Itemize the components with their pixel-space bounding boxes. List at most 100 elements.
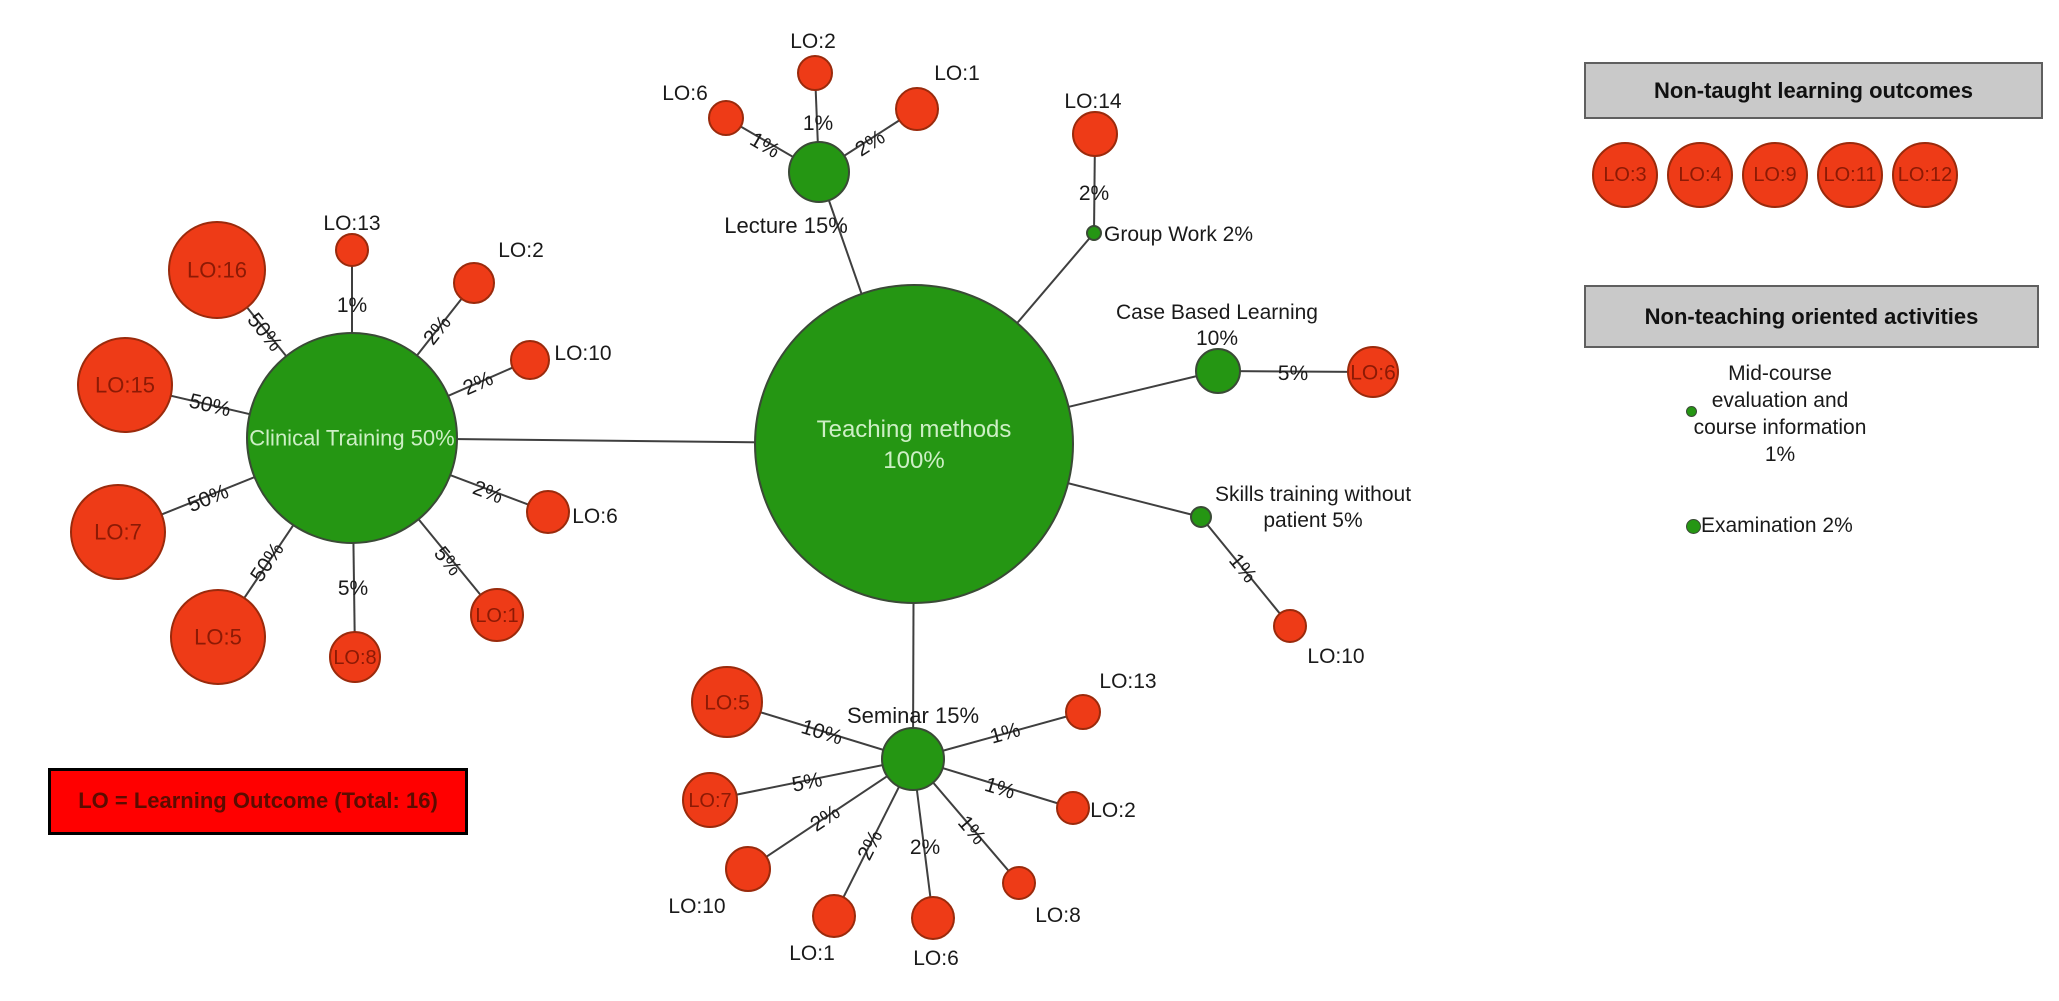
node-clinical (246, 332, 458, 544)
edge-label: 2% (419, 311, 456, 349)
edge-label: 50% (246, 538, 289, 586)
edge-label: 2% (1079, 182, 1109, 205)
edge-skills-s10 (1200, 516, 1291, 627)
midcourse-line: evaluation and (1711, 389, 1849, 412)
edge-seminar-m7 (709, 758, 914, 801)
non-teaching-item-midcourse: Mid-course evaluation and course informa… (1655, 360, 1905, 468)
node-c13 (335, 233, 369, 267)
node-label-l6: LO:6 (662, 82, 708, 105)
node-label-g14: LO:14 (1064, 90, 1122, 113)
node-label-s10: LO:10 (1307, 645, 1364, 668)
node-label-teaching: Teaching methods 100% (817, 416, 1012, 474)
green-dot-icon (1686, 406, 1697, 417)
node-cbl (1195, 348, 1241, 394)
green-dot-icon (1686, 518, 1701, 534)
node-l1 (895, 87, 939, 131)
node-label-cbl: Case Based Learning 10% (1116, 301, 1318, 350)
node-label-m2: LO:2 (1090, 799, 1136, 822)
node-m7 (682, 772, 738, 828)
node-label-c6c: LO:6 (572, 505, 618, 528)
node-c10 (510, 340, 550, 380)
node-s10 (1273, 609, 1307, 643)
node-c1c (470, 588, 524, 642)
edge-label: 5% (338, 577, 368, 600)
node-label-c5c: LO:5 (194, 625, 242, 650)
edge-label: 1% (987, 718, 1022, 748)
node-label-seminar: Seminar 15% (847, 703, 979, 728)
edge-label: 2% (853, 826, 887, 863)
node-label-m10: LO:10 (668, 895, 725, 918)
node-label-c13: LO:13 (323, 212, 380, 235)
edge-seminar-m10 (747, 758, 914, 870)
examination-label: Examination 2% (1701, 514, 1853, 537)
node-c16 (168, 221, 266, 319)
node-c5c (170, 589, 266, 685)
node-skills (1190, 506, 1212, 528)
node-label-c8: LO:8 (333, 647, 376, 669)
node-c15 (77, 337, 173, 433)
node-m5 (691, 666, 763, 738)
node-label-c1c: LO:1 (475, 605, 518, 627)
node-label-c15: LO:15 (95, 373, 155, 398)
edge-label: 5% (790, 768, 824, 797)
node-label-c7c: LO:7 (94, 520, 142, 545)
non-taught-header: Non-taught learning outcomes (1584, 62, 2043, 119)
non-taught-outcomes-row: LO:3 LO:4 LO:9 LO:11 LO:12 (1592, 142, 1958, 208)
node-seminar (881, 727, 945, 791)
node-c7c (70, 484, 166, 580)
edge-label: 1% (803, 112, 833, 135)
node-label-groupwork: Group Work 2% (1104, 223, 1253, 246)
node-l2 (797, 55, 833, 91)
midcourse-line: course information (1693, 416, 1867, 439)
non-taught-outcome-circle: LO:9 (1742, 142, 1808, 208)
edge-label: 1% (1224, 549, 1261, 587)
non-taught-outcome-circle: LO:12 (1892, 142, 1958, 208)
node-c2c (453, 262, 495, 304)
non-taught-outcome-circle: LO:11 (1817, 142, 1883, 208)
node-m8 (1002, 866, 1036, 900)
node-label-c10: LO:10 (554, 342, 611, 365)
edge-label: 2% (460, 367, 497, 400)
node-label-b6: LO:6 (1350, 361, 1396, 384)
edge-label: 50% (184, 480, 232, 517)
node-m6 (911, 896, 955, 940)
node-b6 (1347, 346, 1399, 398)
node-l6 (708, 100, 744, 136)
edge-label: 1% (337, 294, 367, 317)
node-label-m13: LO:13 (1099, 670, 1156, 693)
node-g14 (1072, 111, 1118, 157)
node-label-m6: LO:6 (913, 947, 959, 970)
edge-label: 1% (982, 773, 1018, 804)
node-m1 (812, 894, 856, 938)
node-m13 (1065, 694, 1101, 730)
node-teaching (754, 284, 1074, 604)
non-teaching-header: Non-teaching oriented activities (1584, 285, 2039, 348)
node-label-l1: LO:1 (934, 62, 980, 85)
edge-label: 50% (187, 390, 233, 422)
non-teaching-item-examination: Examination 2% (1686, 514, 1853, 538)
node-m2 (1056, 791, 1090, 825)
node-label-m1: LO:1 (789, 942, 835, 965)
midcourse-line: 1% (1764, 443, 1796, 466)
edge-label: 5% (429, 542, 466, 580)
node-label-c16: LO:16 (187, 258, 247, 283)
edge-label: 5% (1278, 362, 1309, 385)
node-label-c2c: LO:2 (498, 239, 544, 262)
non-taught-outcome-circle: LO:3 (1592, 142, 1658, 208)
non-taught-outcome-circle: LO:4 (1667, 142, 1733, 208)
node-label-m5: LO:5 (704, 691, 750, 714)
edge-label: 2% (910, 836, 940, 859)
node-label-lecture: Lecture 15% (724, 213, 848, 238)
edge-label: 10% (798, 715, 845, 749)
node-c8 (329, 631, 381, 683)
node-label-m8: LO:8 (1035, 904, 1081, 927)
node-label-m7: LO:7 (688, 790, 731, 812)
node-lecture (788, 141, 850, 203)
node-label-skills: Skills training without patient 5% (1215, 483, 1411, 532)
node-label-l2: LO:2 (790, 30, 836, 53)
node-m10 (725, 846, 771, 892)
node-label-clinical: Clinical Training 50% (249, 426, 454, 451)
edge-label: 2% (470, 476, 507, 508)
